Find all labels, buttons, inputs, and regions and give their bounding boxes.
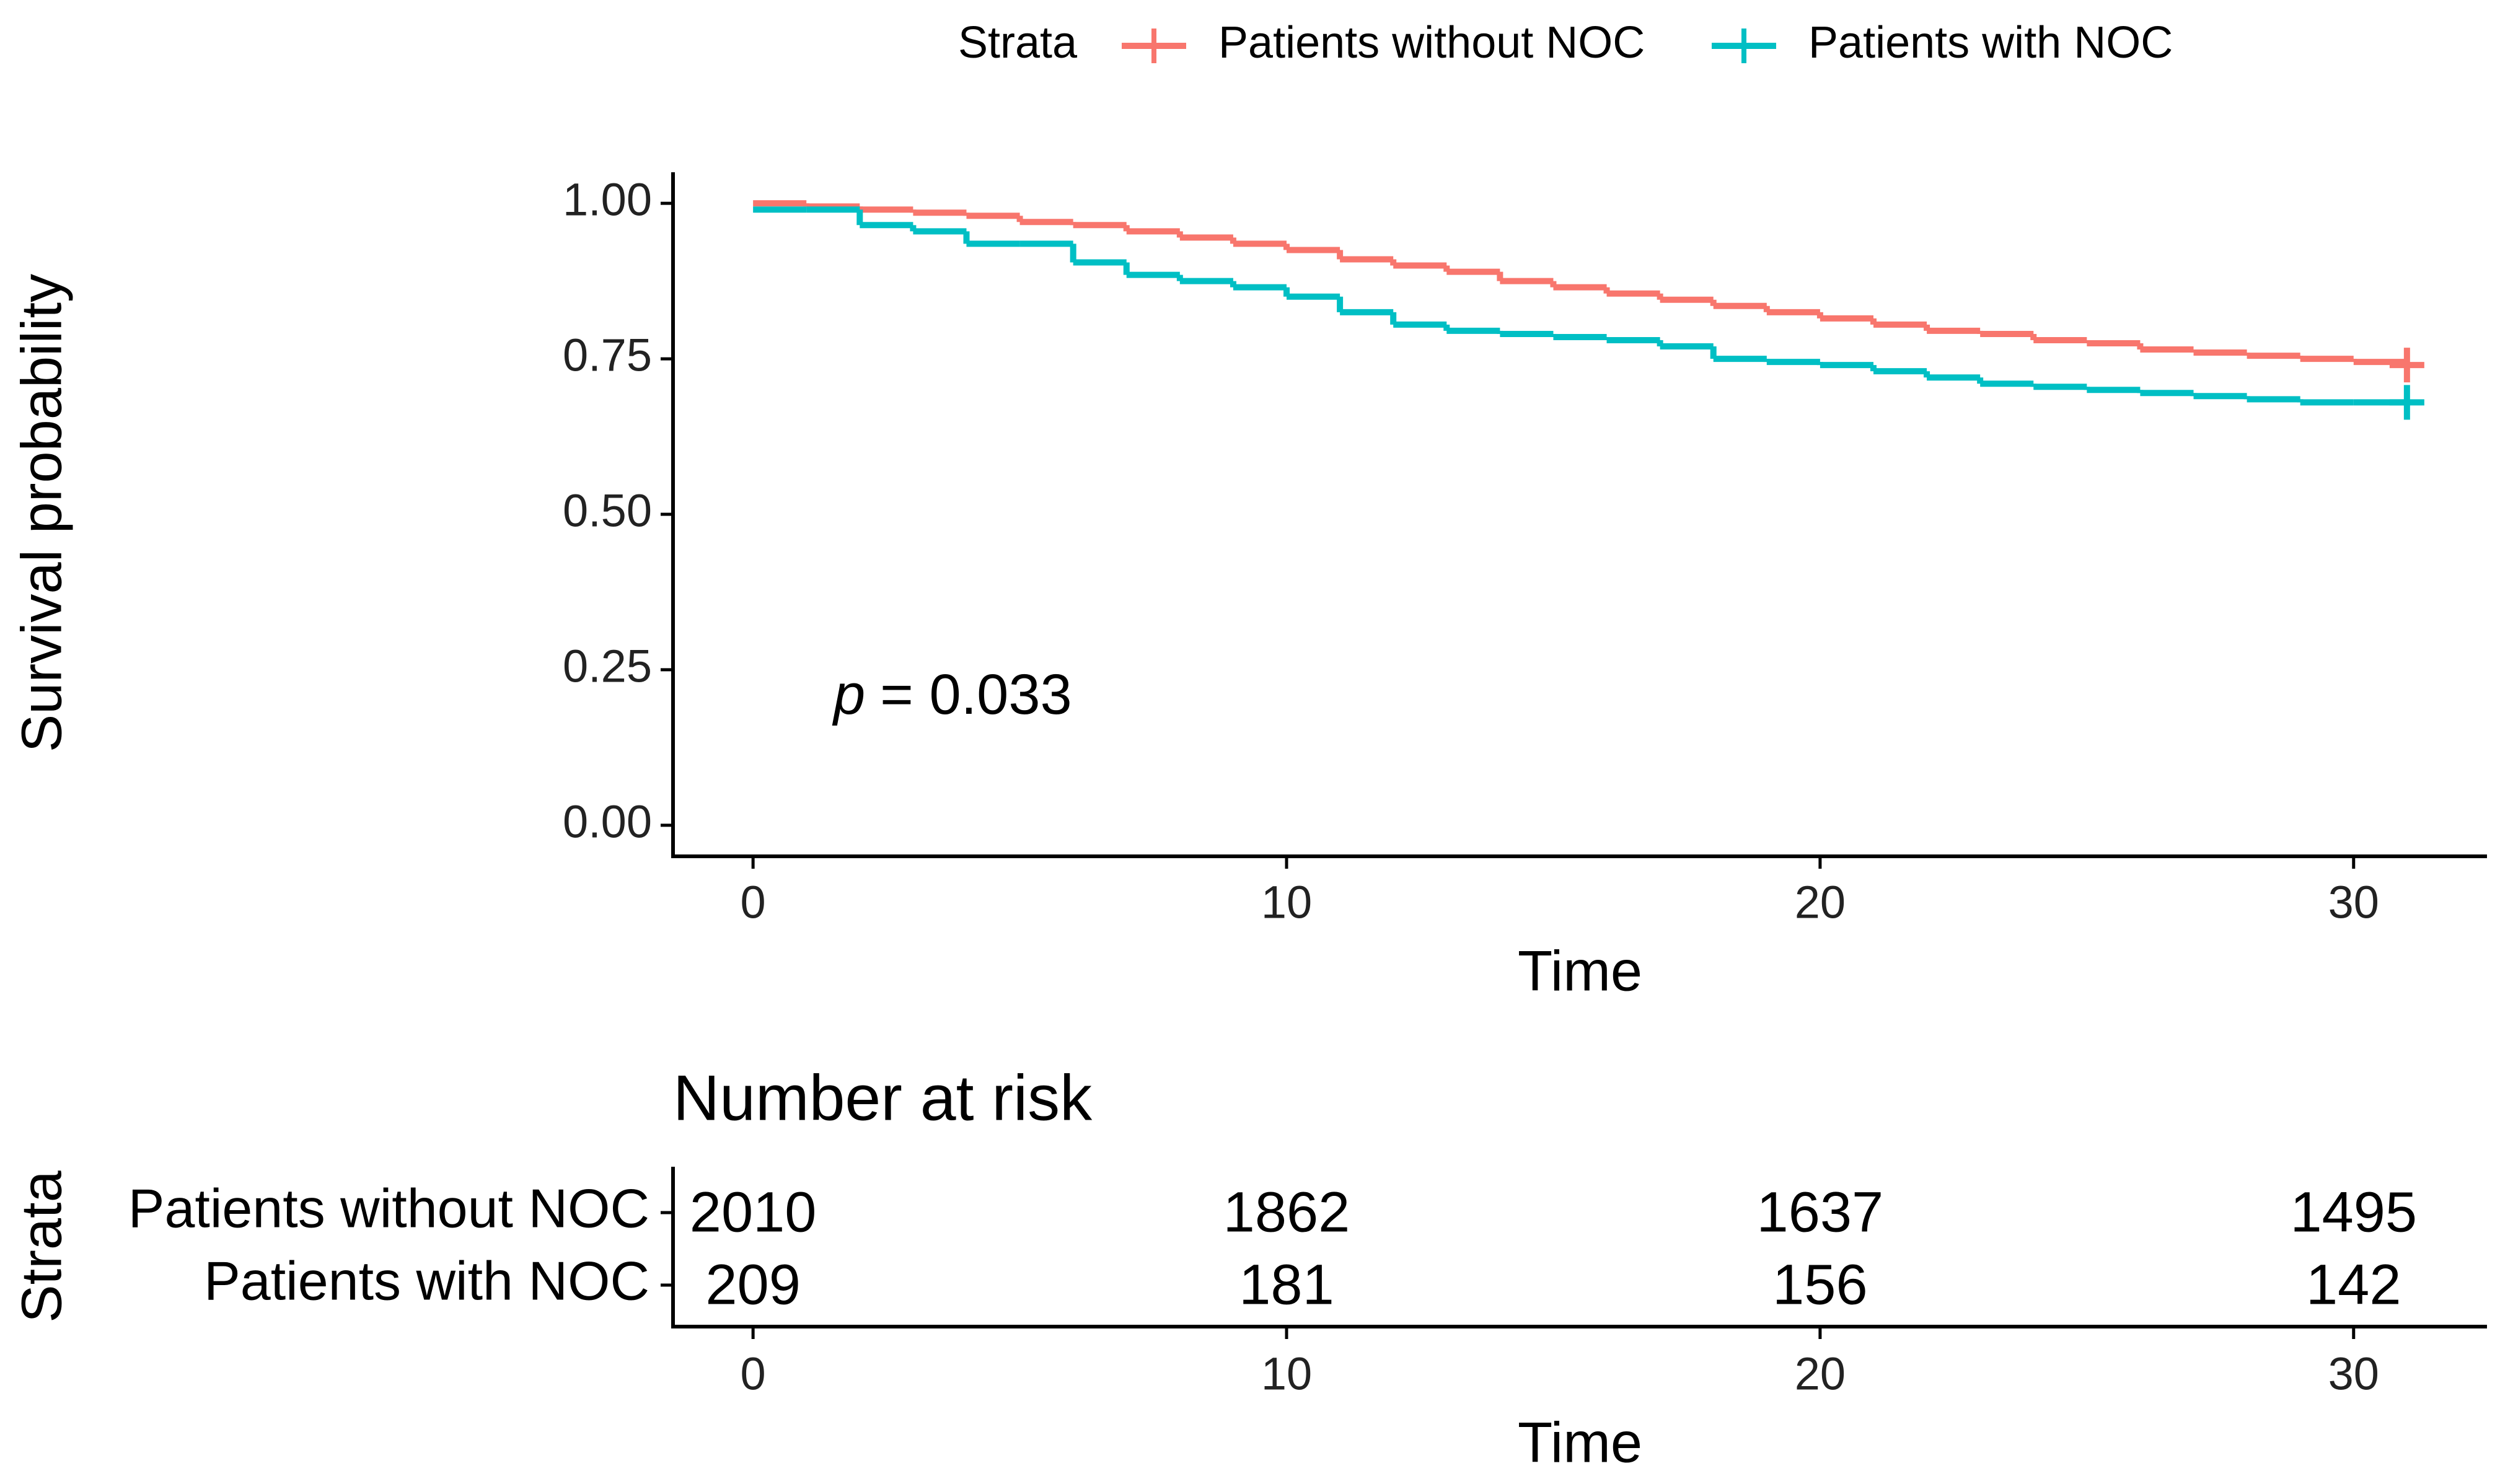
legend-label: Patients without NOC [1218,18,1645,68]
risk-count: 142 [2306,1253,2401,1316]
legend-label: Patients with NOC [1808,18,2173,68]
risk-count: 2010 [690,1180,817,1244]
x-axis-title: Time [1518,939,1642,1003]
table-title: Number at risk [673,1062,1093,1134]
x-axis-title: Time [1518,1411,1642,1474]
y-tick-label: 0.75 [563,330,652,381]
x-tick-label: 30 [2328,877,2379,928]
x-tick-label: 20 [1795,877,1846,928]
risk-count: 1862 [1223,1180,1350,1244]
risk-count: 156 [1772,1253,1868,1316]
risk-count: 1637 [1757,1180,1884,1244]
row-label: Patients without NOC [128,1177,649,1239]
x-tick-label: 10 [1261,877,1312,928]
risk-count: 209 [705,1253,801,1316]
survival-curve [753,200,2424,383]
y-tick-label: 0.25 [563,640,652,692]
risk-count: 181 [1239,1253,1334,1316]
y-axis-title: Strata [10,1170,73,1322]
x-tick-label: 0 [741,877,766,928]
risk-count: 1495 [2290,1180,2417,1244]
p-text: = 0.033 [880,663,1072,726]
x-tick-label: 20 [1795,1348,1846,1400]
y-tick-label: 0.00 [563,796,652,847]
x-tick-label: 10 [1261,1348,1312,1400]
legend-title: Strata [958,18,1078,68]
survival-curve [753,206,2424,420]
row-label: Patients with NOC [204,1250,649,1311]
y-tick-label: 0.50 [563,485,652,537]
y-tick-label: 1.00 [563,174,652,226]
x-tick-label: 30 [2328,1348,2379,1400]
p-value: p = 0.033 [832,663,1072,726]
x-tick-label: 0 [741,1348,766,1400]
p-symbol: p [832,663,865,726]
y-axis-title: Survival probability [10,274,73,752]
